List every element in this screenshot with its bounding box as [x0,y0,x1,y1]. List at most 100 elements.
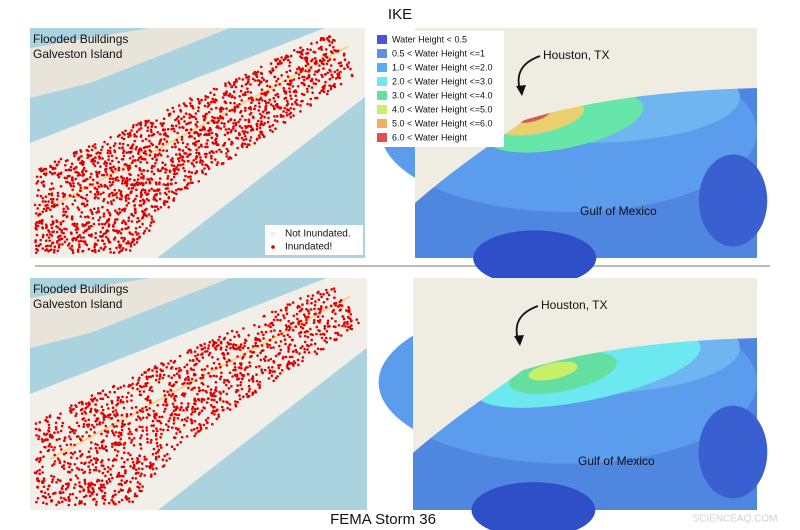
building-dot [186,371,189,375]
building-dot [195,155,199,158]
building-dot [227,81,231,84]
building-dot [308,68,311,72]
building-dot [86,405,89,408]
building-dot [266,84,269,88]
building-dot [91,144,95,148]
building-dot [221,408,225,412]
building-dot [277,366,281,370]
building-dot [320,89,323,93]
building-dot [318,318,322,322]
building-dot [309,327,312,331]
building-dot [208,151,212,155]
building-dot [120,195,124,198]
building-dot [135,418,138,422]
building-dot [315,59,318,63]
building-dot [269,125,272,128]
panel-title: IKE [388,6,412,23]
building-dot [193,402,196,405]
building-dot [41,197,45,200]
building-dot [92,162,95,166]
building-dot [108,247,112,251]
building-dot [318,311,321,315]
building-dot [99,165,102,168]
building-dot [329,87,333,91]
building-dot [148,181,152,185]
building-dot [131,461,135,464]
building-dot [80,400,84,404]
building-dot [256,354,259,357]
building-dot [322,67,325,70]
building-dot [158,197,162,201]
building-dot [52,197,55,201]
building-dot [277,364,280,367]
building-dot [120,158,124,161]
building-dot [138,181,141,185]
building-dot [56,226,60,229]
building-dot [286,333,290,337]
building-dot [186,351,189,354]
building-dot [246,346,250,350]
building-dot [58,416,61,420]
building-dot [152,196,156,199]
building-dot [236,355,239,358]
building-dot [241,142,244,145]
building-dot [293,90,297,93]
building-dot [215,344,218,348]
building-dot [68,409,72,413]
building-dot [200,344,203,348]
building-dot [181,156,185,159]
building-dot [307,309,310,312]
building-dot [298,310,302,313]
building-dot [140,472,143,476]
building-dot [47,423,51,427]
building-dot [218,362,221,366]
building-dot [118,245,121,249]
building-dot [194,123,197,126]
building-dot [235,330,239,334]
building-dot [58,437,61,441]
building-dot [191,115,194,118]
building-dot [233,373,237,377]
building-dot [108,177,112,180]
building-dot [135,471,138,475]
building-dot [109,136,112,139]
building-dot [237,366,241,369]
building-dot [210,107,213,111]
building-dot [263,359,267,363]
building-dot [280,74,284,77]
building-dot [315,325,319,329]
building-dot [48,484,51,488]
building-dot [57,244,61,247]
building-dot [238,397,242,401]
building-dot [250,96,254,100]
building-dot [198,429,201,433]
building-dot [238,394,241,397]
building-dot [162,389,166,393]
building-dot [77,208,81,211]
building-dot [285,111,288,114]
building-dot [138,409,142,412]
building-dot [71,492,75,496]
building-dot [272,335,275,338]
building-dot [88,455,92,458]
building-dot [102,197,106,201]
building-dot [151,133,155,137]
building-dot [52,220,55,224]
building-dot [181,125,184,129]
building-dot [138,167,142,170]
building-dot [104,424,108,428]
building-dot [74,170,77,174]
building-dot [178,374,181,378]
building-dot [71,188,74,191]
building-dot [309,308,313,311]
building-dot [213,93,216,96]
building-dot [150,465,154,468]
building-dot [221,96,225,99]
building-dot [294,325,298,329]
building-dot [149,401,152,404]
building-dot [48,239,51,243]
building-dot [181,141,185,145]
building-dot [205,152,208,156]
building-dot [243,130,247,133]
building-dot [63,194,66,198]
